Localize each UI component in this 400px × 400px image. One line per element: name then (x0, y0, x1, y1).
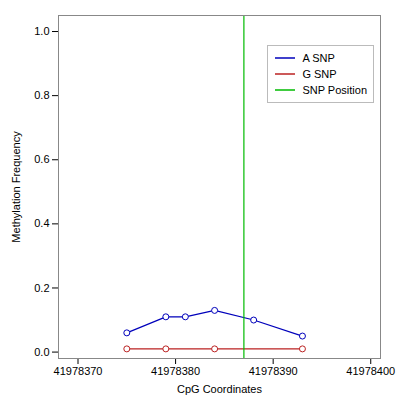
svg-text:0.6: 0.6 (34, 153, 49, 165)
svg-text:0.4: 0.4 (34, 217, 49, 229)
svg-text:Methylation Frequency: Methylation Frequency (10, 131, 22, 243)
html-text:G SNP: G SNP (302, 68, 337, 80)
svg-text:41978400: 41978400 (346, 365, 395, 377)
svg-text:41978390: 41978390 (249, 365, 298, 377)
svg-text:0.0: 0.0 (34, 346, 49, 358)
svg-text:1.0: 1.0 (34, 25, 49, 37)
svg-text:41978380: 41978380 (151, 365, 200, 377)
svg-text:41978370: 41978370 (54, 365, 103, 377)
svg-text:0.2: 0.2 (34, 281, 49, 293)
svg-text:CpG Coordinates: CpG Coordinates (177, 383, 262, 395)
html-text:SNP Position: SNP Position (302, 84, 367, 96)
html-text:A SNP: A SNP (302, 52, 335, 64)
svg-text:0.8: 0.8 (34, 89, 49, 101)
